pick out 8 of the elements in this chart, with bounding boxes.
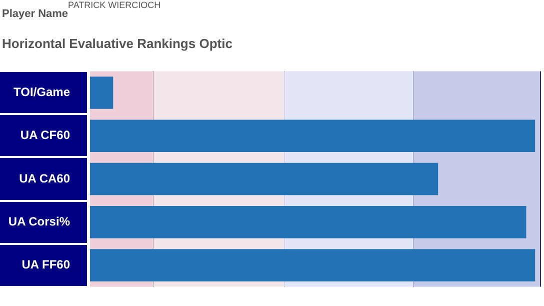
y-tick-label: UA Corsi%: [8, 214, 70, 228]
y-tick-label: UA CA60: [19, 171, 70, 186]
text: Player Name: [2, 8, 68, 20]
chart-title: Horizontal Evaluative Rankings Optic: [1, 35, 234, 52]
y-tick-label: TOI/Game: [14, 85, 70, 100]
text: PATRICK WIERCIOCH: [68, 0, 161, 10]
y-tick-label: UA FF60: [22, 258, 70, 272]
y-tick-label: UA CF60: [20, 128, 70, 142]
